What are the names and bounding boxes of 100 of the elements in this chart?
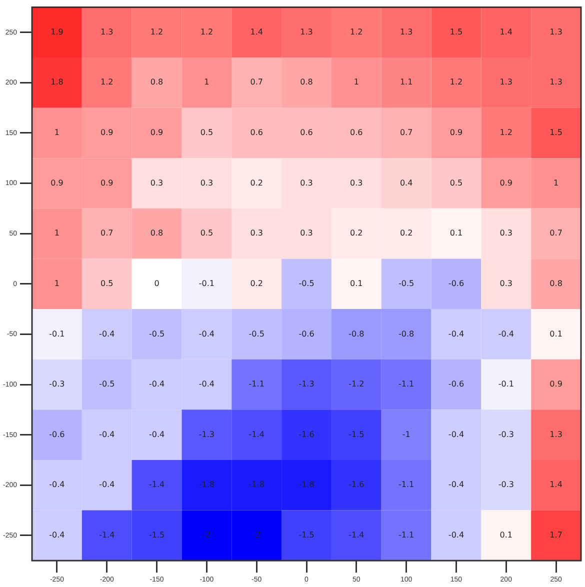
data-label: 0.1 bbox=[500, 530, 513, 540]
data-label: 0.5 bbox=[200, 128, 214, 138]
data-label: 1 bbox=[54, 128, 60, 138]
data-label: -0.4 bbox=[448, 480, 464, 490]
data-label: -1.2 bbox=[348, 380, 364, 389]
data-label: -0.5 bbox=[298, 278, 314, 288]
data-label: 0.7 bbox=[250, 78, 263, 87]
data-label: 0.9 bbox=[550, 380, 562, 389]
data-label: -1.8 bbox=[248, 480, 264, 490]
data-label: 0.3 bbox=[500, 278, 513, 288]
data-label: 1.2 bbox=[450, 78, 463, 87]
data-label: -0.3 bbox=[498, 480, 514, 490]
data-label: -0.6 bbox=[448, 278, 464, 288]
data-label: 1 bbox=[54, 228, 60, 238]
data-label: 1.3 bbox=[300, 27, 313, 36]
data-label: 0.7 bbox=[100, 228, 114, 238]
data-label: 1.2 bbox=[500, 128, 513, 138]
data-label: -0.4 bbox=[148, 380, 165, 389]
data-label: -0.8 bbox=[348, 329, 364, 338]
data-label: 1.2 bbox=[100, 78, 114, 87]
data-label: -1.6 bbox=[348, 480, 364, 490]
data-label: 0.9 bbox=[500, 178, 513, 188]
data-label: 1 bbox=[354, 78, 359, 87]
data-label: -0.4 bbox=[49, 530, 65, 540]
data-label: 0.7 bbox=[400, 128, 413, 138]
data-label: 0.1 bbox=[450, 228, 463, 238]
data-label: 0.9 bbox=[450, 128, 463, 138]
data-label: 1.3 bbox=[550, 78, 562, 87]
data-label: -0.4 bbox=[99, 480, 115, 490]
data-label: 1.2 bbox=[350, 27, 363, 36]
data-label: 0.6 bbox=[300, 128, 313, 138]
data-label: 0.3 bbox=[300, 228, 313, 238]
data-label: -0.4 bbox=[99, 329, 115, 338]
data-label: -0.4 bbox=[148, 430, 165, 439]
data-label: 1 bbox=[554, 178, 559, 188]
data-label: 1.3 bbox=[550, 430, 562, 439]
data-label: -1.5 bbox=[298, 530, 314, 540]
data-label: 0.8 bbox=[150, 228, 164, 238]
data-label: 0.6 bbox=[350, 128, 363, 138]
data-label: 1.7 bbox=[550, 530, 562, 540]
data-label: 1.9 bbox=[50, 27, 64, 36]
data-label: 0.3 bbox=[500, 228, 513, 238]
data-label: 0.3 bbox=[200, 178, 214, 188]
data-label: 1 bbox=[204, 78, 210, 87]
data-label: -2 bbox=[202, 530, 211, 540]
data-label: -0.1 bbox=[49, 329, 65, 338]
data-label: 0.2 bbox=[250, 278, 263, 288]
data-label: -1.3 bbox=[298, 380, 314, 389]
data-label: -1.1 bbox=[398, 380, 414, 389]
data-label: -1.1 bbox=[398, 480, 414, 490]
data-label: 0.5 bbox=[100, 278, 114, 288]
data-label: -1.5 bbox=[148, 530, 165, 540]
data-label: -0.4 bbox=[198, 329, 214, 338]
data-label: 0 bbox=[154, 278, 160, 288]
data-label: 1.8 bbox=[50, 78, 64, 87]
data-label: -0.4 bbox=[498, 329, 514, 338]
data-label: -1.6 bbox=[298, 430, 314, 439]
data-label: 0.1 bbox=[550, 329, 562, 338]
data-label: 1.4 bbox=[550, 480, 562, 490]
data-label: 0.3 bbox=[350, 178, 363, 188]
data-label: 1.3 bbox=[100, 27, 114, 36]
data-label: 1.2 bbox=[150, 27, 164, 36]
data-label: -0.1 bbox=[198, 278, 214, 288]
data-label: -1.1 bbox=[248, 380, 264, 389]
data-label: 0.5 bbox=[450, 178, 463, 188]
data-label: 0.8 bbox=[150, 78, 164, 87]
data-label: 0.9 bbox=[50, 178, 64, 188]
data-label: -0.4 bbox=[448, 329, 464, 338]
data-label: -0.4 bbox=[49, 480, 65, 490]
data-label: 0.1 bbox=[350, 278, 363, 288]
data-label: 0.2 bbox=[250, 178, 263, 188]
data-label: -0.4 bbox=[448, 430, 464, 439]
data-label: 0.3 bbox=[250, 228, 263, 238]
data-label: -1.8 bbox=[298, 480, 314, 490]
data-label: -1.4 bbox=[348, 530, 364, 540]
data-label: -1.3 bbox=[198, 430, 214, 439]
data-label: 0.3 bbox=[150, 178, 164, 188]
data-label: -0.6 bbox=[448, 380, 464, 389]
data-label: 0.9 bbox=[100, 178, 114, 188]
data-label: -1.4 bbox=[248, 430, 264, 439]
data-label: 1.2 bbox=[200, 27, 214, 36]
data-label: 1.5 bbox=[450, 27, 463, 36]
data-label: 0.8 bbox=[550, 278, 562, 288]
data-label: -2 bbox=[252, 530, 261, 540]
data-label: -0.3 bbox=[498, 430, 514, 439]
data-label: 0.8 bbox=[300, 78, 313, 87]
data-label: 0.6 bbox=[250, 128, 263, 138]
data-label: -0.5 bbox=[248, 329, 264, 338]
data-label: -0.6 bbox=[298, 329, 314, 338]
data-label: -0.6 bbox=[49, 430, 65, 439]
data-label: 0.9 bbox=[150, 128, 164, 138]
data-label: 0.5 bbox=[200, 228, 214, 238]
data-label: -0.8 bbox=[398, 329, 414, 338]
data-label: 0.3 bbox=[300, 178, 313, 188]
data-label: -0.4 bbox=[448, 530, 464, 540]
data-label: -0.5 bbox=[148, 329, 165, 338]
data-label: -0.5 bbox=[398, 278, 414, 288]
data-label: -1.4 bbox=[148, 480, 165, 490]
data-label: 1.4 bbox=[250, 27, 263, 36]
data-label: -0.4 bbox=[198, 380, 214, 389]
